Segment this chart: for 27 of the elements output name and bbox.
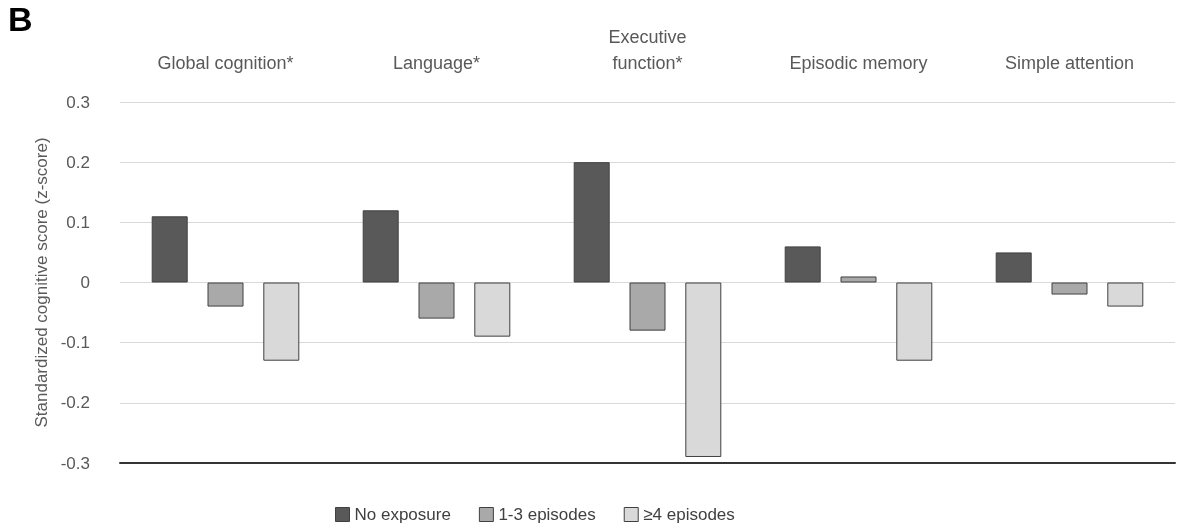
x-tick-label: Language* [392,53,481,73]
y-tick-label: -0.2 [60,393,90,413]
bar [840,276,877,283]
x-tick-label: Global cognition* [157,53,294,73]
bar [629,282,666,331]
legend-label: ≥4 episodes [643,505,735,524]
y-tick-label: 0.3 [66,92,90,112]
x-tick-label: Episodic memory [789,53,928,73]
bar [207,282,244,307]
bar [1051,282,1088,295]
bar [573,162,610,283]
y-tick-label: 0 [80,273,90,292]
legend-label: No exposure [354,505,451,524]
x-tick-label: Executive function* [608,27,687,73]
legend-label: 1-3 episodes [498,505,596,524]
y-tick-label: 0.1 [66,212,90,232]
text: B [8,0,33,38]
bar [151,216,188,283]
bar [418,282,455,319]
y-tick-label: -0.3 [60,453,90,473]
y-tick-label: 0.2 [66,152,90,172]
bar [362,210,399,283]
bar [784,246,821,283]
y-tick-label: -0.1 [60,333,90,353]
y-axis-title: Standardized cognitive score (z-score) [31,137,51,428]
bar [995,252,1032,283]
x-tick-label: Simple attention [1004,53,1135,73]
